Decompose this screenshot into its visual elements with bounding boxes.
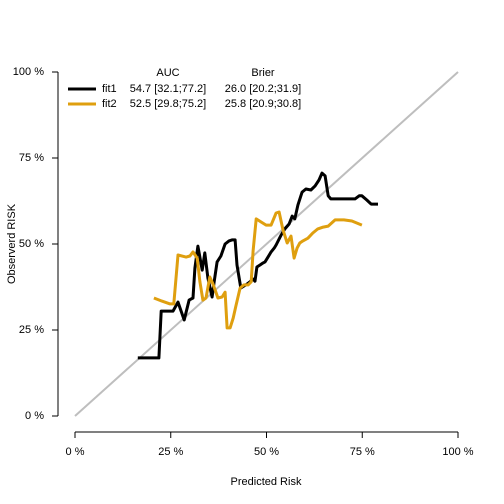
- y-tick-label: 0 %: [25, 410, 44, 422]
- x-tick-label: 0 %: [66, 446, 85, 458]
- series-line: [153, 210, 363, 330]
- x-tick-label: 25 %: [158, 446, 183, 458]
- legend-auc: 54.7 [32.1;77.2]: [130, 83, 206, 95]
- x-tick-label: 100 %: [442, 446, 473, 458]
- legend-label: fit2: [102, 98, 117, 110]
- legend-header: AUC: [156, 67, 179, 79]
- x-tick-label: 50 %: [254, 446, 279, 458]
- y-tick-label: 50 %: [19, 238, 44, 250]
- legend-auc: 52.5 [29.8;75.2]: [130, 98, 206, 110]
- y-tick-label: 25 %: [19, 324, 44, 336]
- y-tick-label: 100 %: [13, 66, 44, 78]
- legend-label: fit1: [102, 83, 117, 95]
- reference-line: [74, 71, 459, 417]
- series-line: [137, 171, 378, 360]
- legend-header: Brier: [251, 67, 275, 79]
- x-tick-label: 75 %: [350, 446, 375, 458]
- legend-brier: 25.8 [20.9;30.8]: [225, 98, 301, 110]
- y-tick-label: 75 %: [19, 152, 44, 164]
- legend-brier: 26.0 [20.2;31.9]: [225, 83, 301, 95]
- y-axis-label: Observerd RISK: [6, 203, 18, 284]
- x-axis-label: Predicted Risk: [231, 476, 302, 488]
